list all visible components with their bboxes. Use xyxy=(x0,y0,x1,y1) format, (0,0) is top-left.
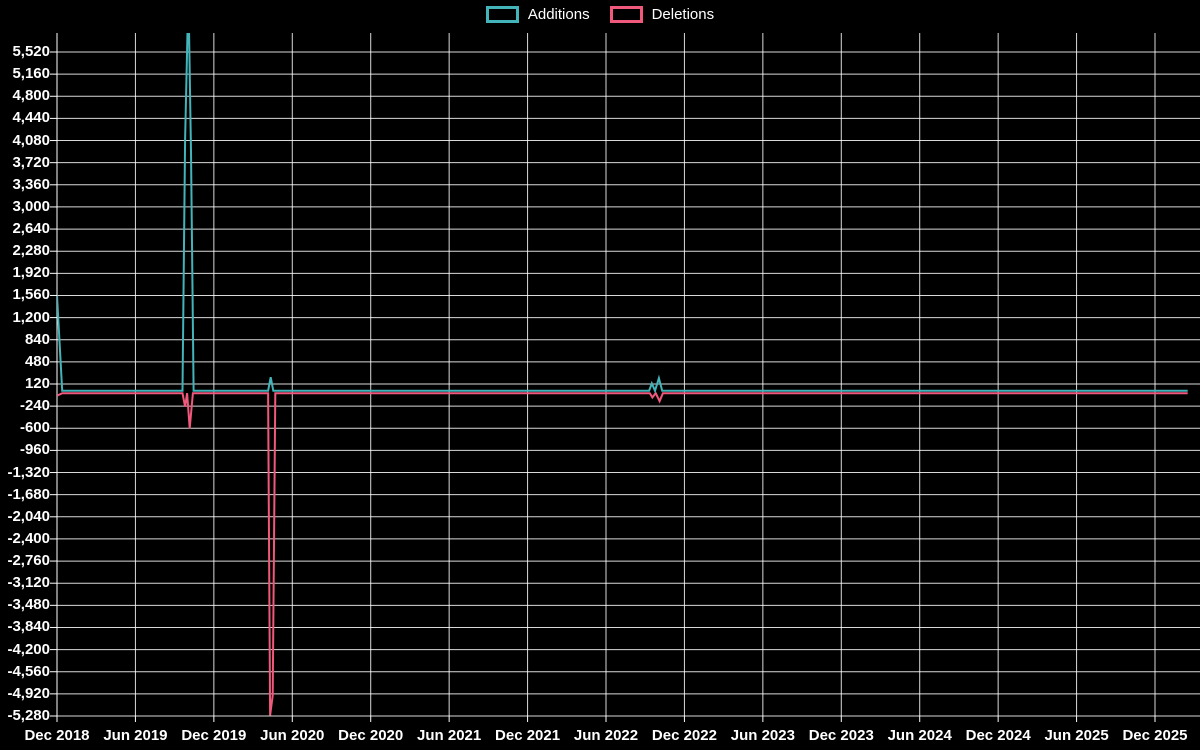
legend-item-additions[interactable]: Additions xyxy=(485,6,590,23)
legend-swatch-deletions-icon xyxy=(609,6,643,23)
legend: Additions Deletions xyxy=(0,6,1200,23)
legend-label-deletions: Deletions xyxy=(651,6,715,23)
legend-item-deletions[interactable]: Deletions xyxy=(609,6,715,23)
series-line-additions xyxy=(57,33,1188,394)
legend-swatch-additions-icon xyxy=(485,6,519,23)
series-line-deletions xyxy=(57,391,1188,716)
legend-label-additions: Additions xyxy=(527,6,590,23)
